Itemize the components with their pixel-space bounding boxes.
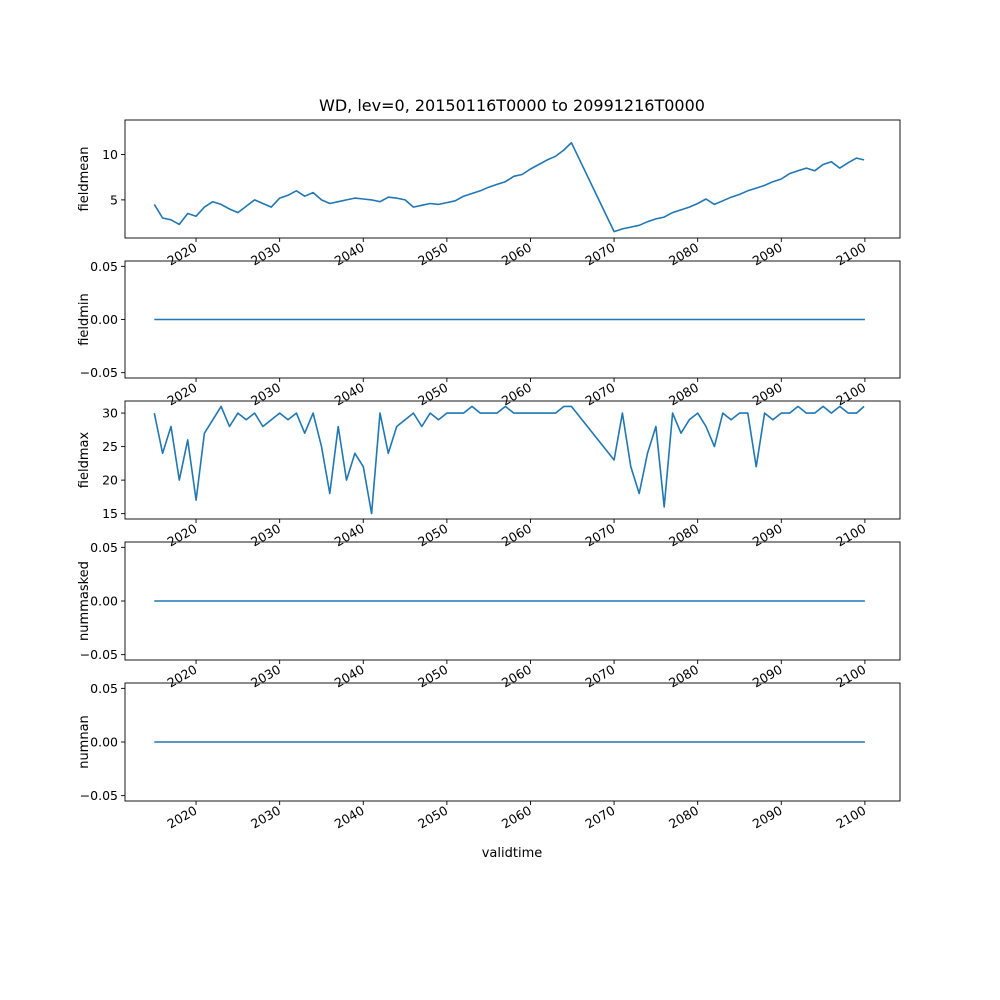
y-tick-label-nummasked: 0.05 <box>90 540 118 555</box>
y-tick-label-nummasked: −0.05 <box>80 647 118 662</box>
y-tick-label-fieldmax: 20 <box>102 473 118 488</box>
y-tick-label-nummasked: 0.00 <box>90 594 118 609</box>
y-axis-label-fieldmax: fieldmax <box>77 432 92 489</box>
chart-title: WD, lev=0, 20150116T0000 to 20991216T000… <box>319 96 705 115</box>
y-tick-label-fieldmax: 25 <box>102 439 118 454</box>
axes-frame-fieldmean <box>124 119 901 239</box>
x-axis-label: validtime <box>482 846 543 861</box>
y-tick-label-fieldmax: 30 <box>102 406 118 421</box>
y-axis-label-fieldmean: fieldmean <box>77 147 92 212</box>
y-tick-label-numnan: −0.05 <box>80 788 118 803</box>
y-tick-label-numnan: 0.05 <box>90 681 118 696</box>
y-tick-label-fieldmean: 10 <box>102 147 118 162</box>
y-tick-label-numnan: 0.00 <box>90 735 118 750</box>
series-line-fieldmean <box>153 141 865 233</box>
y-axis-label-numnan: numnan <box>77 715 92 769</box>
series-line-fieldmax <box>153 405 865 515</box>
y-tick-label-fieldmean: 5 <box>110 192 118 207</box>
y-axis-label-fieldmin: fieldmin <box>77 293 92 346</box>
y-tick-label-fieldmin: 0.05 <box>90 259 118 274</box>
y-tick-label-fieldmax: 15 <box>102 506 118 521</box>
y-tick-label-fieldmin: 0.00 <box>90 312 118 327</box>
axes-frame-fieldmax <box>124 400 901 520</box>
y-tick-label-fieldmin: −0.05 <box>80 365 118 380</box>
y-axis-label-nummasked: nummasked <box>77 561 92 641</box>
